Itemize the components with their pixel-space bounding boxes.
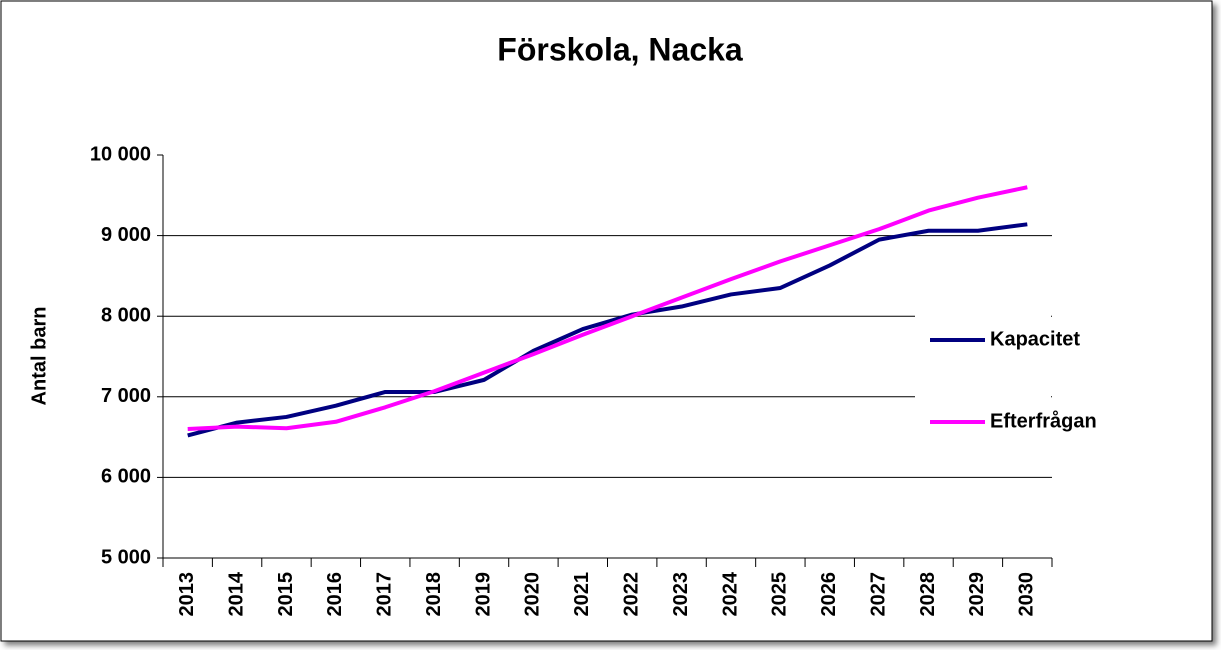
x-tick-label: 2030: [1016, 572, 1038, 617]
x-tick-label: 2014: [225, 571, 247, 616]
y-tick-label: 8 000: [101, 304, 151, 326]
x-tick-label: 2021: [571, 572, 593, 617]
x-tick-label: 2017: [374, 572, 396, 617]
x-tick-label: 2023: [670, 572, 692, 617]
line-series: [187, 222, 1028, 438]
x-tick-label: 2027: [867, 572, 889, 617]
x-tick-label: 2022: [620, 572, 642, 617]
x-tick-label: 2015: [275, 572, 297, 617]
y-tick-label: 9 000: [101, 224, 151, 246]
y-tick-label: 6 000: [101, 466, 151, 488]
legend: [915, 290, 1051, 460]
y-tick-label: 7 000: [101, 385, 151, 407]
y-axis-title: Antal barn: [28, 307, 50, 406]
x-tick-label: 2025: [769, 572, 791, 617]
y-tick-label: 10 000: [90, 143, 151, 165]
x-tick-label: 2016: [324, 572, 346, 617]
legend-label: Kapacitet: [990, 328, 1080, 350]
x-tick-label: 2018: [423, 572, 445, 617]
x-tick-label: 2020: [522, 572, 544, 617]
x-tick-label: 2026: [818, 572, 840, 617]
x-tick-label: 2019: [472, 572, 494, 617]
x-tick-label: 2024: [719, 571, 741, 616]
x-tick-label: 2028: [917, 572, 939, 617]
x-tick-label: 2013: [176, 572, 198, 617]
y-tick-label: 5 000: [101, 546, 151, 568]
chart-title: Förskola, Nacka: [497, 31, 743, 67]
legend-label: Efterfrågan: [990, 409, 1097, 432]
x-tick-label: 2029: [966, 572, 988, 617]
line-series: [187, 185, 1028, 432]
plot-area: 5 000 6 000 7 000 8 000 9 000 10 000 2013 2014 2…: [90, 143, 1097, 616]
